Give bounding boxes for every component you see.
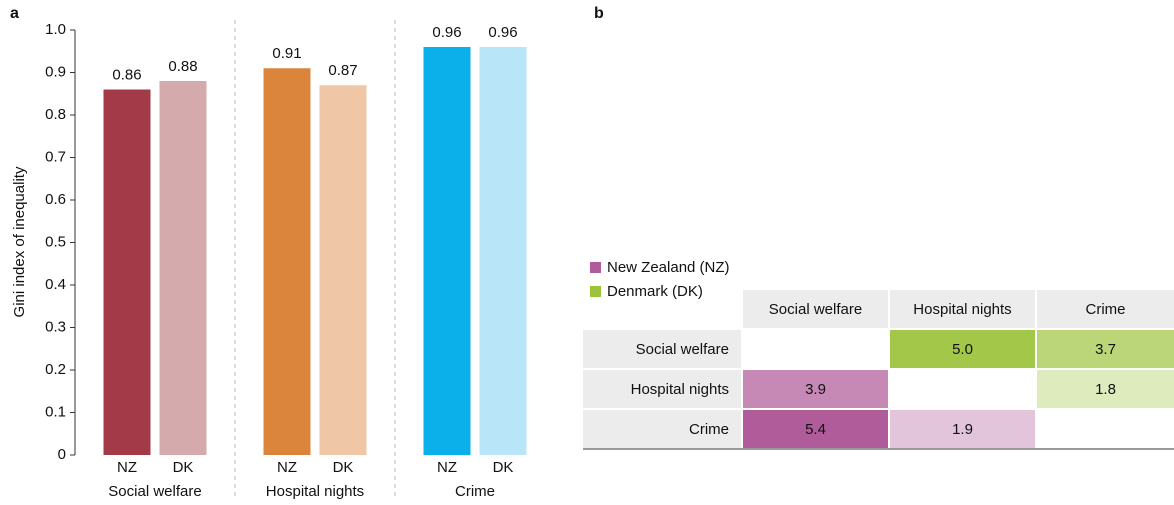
legend-swatch: [590, 286, 601, 297]
panel-letter: b: [594, 5, 604, 22]
heat-cell: [1037, 370, 1174, 408]
y-tick-label: 0.1: [45, 403, 66, 420]
bar: [479, 47, 527, 455]
column-header-cell: [1037, 290, 1174, 328]
heat-cell: [890, 410, 1035, 448]
heat-cell: [890, 330, 1035, 368]
y-tick-label: 0.7: [45, 148, 66, 165]
x-tick-label: NZ: [117, 459, 137, 476]
y-tick-label: 0.5: [45, 233, 66, 250]
x-tick-label: DK: [333, 459, 354, 476]
panel-letter: a: [10, 5, 19, 22]
group-label: Hospital nights: [266, 483, 364, 500]
y-tick-label: 0: [58, 446, 66, 463]
y-axis-label: Gini index of inequality: [11, 166, 28, 317]
y-tick-label: 0.2: [45, 361, 66, 378]
bar: [159, 81, 207, 455]
bar: [319, 85, 367, 455]
value-label: 0.96: [488, 24, 517, 41]
column-header: Hospital nights: [913, 301, 1011, 318]
bar: [263, 68, 311, 455]
x-tick-label: DK: [173, 459, 194, 476]
column-header: Social welfare: [769, 301, 862, 318]
group-label: Social welfare: [108, 483, 201, 500]
heat-cell: [1037, 330, 1174, 368]
cell-label: 1.9: [952, 421, 973, 438]
y-tick-label: 0.6: [45, 191, 66, 208]
cell-label: 3.7: [1095, 341, 1116, 358]
row-header-cell: [583, 410, 741, 448]
y-tick-label: 0.4: [45, 276, 66, 293]
row-header-cell: [583, 370, 741, 408]
group-label: Crime: [455, 483, 495, 500]
legend-label: New Zealand (NZ): [607, 259, 730, 276]
column-header-cell: [890, 290, 1035, 328]
column-header-cell: [743, 290, 888, 328]
cell-label: 5.4: [805, 421, 826, 438]
bar: [423, 47, 471, 455]
x-tick-label: DK: [493, 459, 514, 476]
row-header: Crime: [689, 421, 729, 438]
value-label: 0.87: [328, 62, 357, 79]
value-label: 0.91: [272, 45, 301, 62]
bar: [103, 89, 151, 455]
heat-cell: [743, 370, 888, 408]
legend-swatch: [590, 262, 601, 273]
y-tick-label: 1.0: [45, 21, 66, 38]
value-label: 0.88: [168, 58, 197, 75]
value-label: 0.86: [112, 66, 141, 83]
column-header: Crime: [1086, 301, 1126, 318]
value-label: 0.96: [432, 24, 461, 41]
y-tick-label: 0.3: [45, 318, 66, 335]
legend-label: Denmark (DK): [607, 283, 703, 300]
row-header-cell: [583, 330, 741, 368]
row-header: Hospital nights: [631, 381, 729, 398]
y-tick-label: 0.8: [45, 106, 66, 123]
cell-label: 5.0: [952, 341, 973, 358]
cell-label: 1.8: [1095, 381, 1116, 398]
heat-cell: [743, 410, 888, 448]
row-header: Social welfare: [636, 341, 729, 358]
x-tick-label: NZ: [437, 459, 457, 476]
x-tick-label: NZ: [277, 459, 297, 476]
y-tick-label: 0.9: [45, 63, 66, 80]
cell-label: 3.9: [805, 381, 826, 398]
